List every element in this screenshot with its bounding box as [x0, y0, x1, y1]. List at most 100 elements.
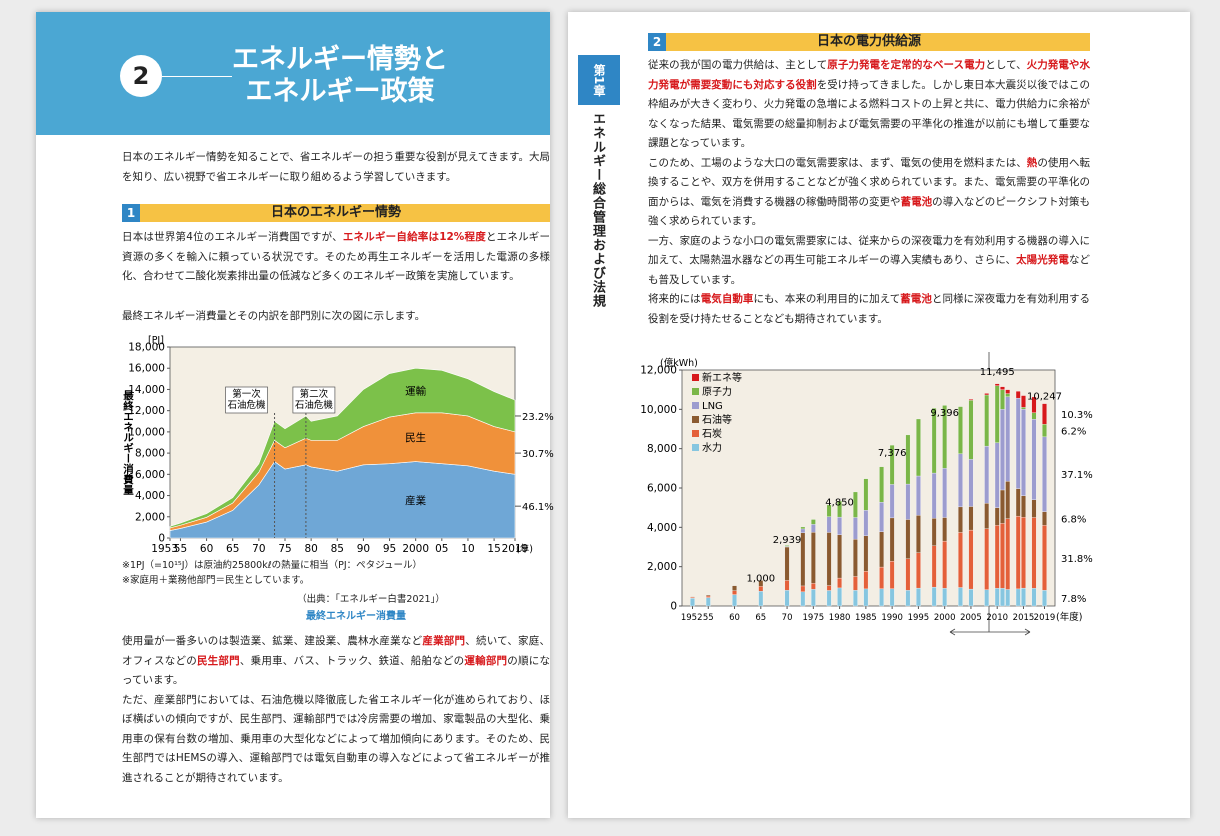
- bar-segment: [853, 491, 858, 518]
- bar-segment: [1042, 436, 1047, 512]
- bar-segment: [784, 546, 790, 581]
- bar-segment: [879, 466, 884, 503]
- x-tick-label: 2000: [402, 543, 429, 555]
- bar-segment: [879, 502, 884, 532]
- bar-segment: [810, 519, 816, 525]
- y-tick-label: 4,000: [135, 490, 165, 502]
- bar-segment: [810, 532, 816, 584]
- share-label: 46.1%: [522, 502, 554, 513]
- bar-segment: [994, 383, 1000, 386]
- section-title: 日本の電力供給源: [816, 34, 921, 49]
- x-tick-label: 2019: [1034, 613, 1056, 623]
- bar-segment: [863, 571, 869, 590]
- bar-segment: [942, 468, 948, 518]
- bar-segment: [916, 515, 921, 553]
- x-tick-label: 05: [435, 543, 448, 555]
- section-bar: 1 日本のエネルギー情勢: [122, 204, 550, 222]
- bar-segment: [826, 532, 832, 586]
- bar-segment: [1005, 396, 1011, 482]
- bar-segment: [968, 588, 974, 607]
- x-tick-label: 65: [755, 613, 766, 623]
- total-label: 2,939: [773, 535, 802, 546]
- bar-segment: [916, 418, 921, 477]
- text-run: 使用量が一番多いのは製造業、鉱業、建設業、農林水産業など: [122, 635, 423, 647]
- range-arrow: [949, 628, 1031, 636]
- y-tick-label: 0: [158, 533, 165, 545]
- unit-label: (億kWh): [660, 357, 698, 369]
- legend-label: 石油等: [702, 413, 732, 426]
- share-label: 30.7%: [522, 449, 554, 460]
- total-label: 4,850: [825, 498, 854, 509]
- annotation-text: 第二次: [300, 388, 329, 400]
- bar-segment: [968, 506, 974, 531]
- y-tick-label: 10,000: [128, 426, 165, 438]
- highlight: エネルギー自給率は12%程度: [342, 231, 486, 243]
- highlight: 運輸部門: [464, 654, 508, 667]
- bar-segment: [994, 385, 1000, 443]
- x-tick-label: 1980: [829, 613, 851, 623]
- text-run: 将来的には: [648, 293, 701, 305]
- bar-segment: [853, 590, 858, 607]
- text-run: とエネルギー資源の多くを輸入に頼っている状況です。そのため再生エネルギーを活用し…: [122, 231, 550, 282]
- bar-segment: [810, 524, 816, 533]
- bar-segment: [758, 591, 764, 607]
- legend-swatch: [692, 402, 699, 409]
- bar-segment: [837, 577, 842, 589]
- y-tick-label: 8,000: [647, 443, 677, 455]
- x-tick-label: 1975: [803, 613, 825, 623]
- text-run: 一方、家庭のような小口の電気需要家には、従来からの深夜電力を有効利用する機器の導…: [648, 234, 1090, 267]
- bar-segment: [931, 472, 937, 519]
- bar-segment: [905, 590, 911, 607]
- x-tick-label: 75: [278, 543, 291, 555]
- x-tick-label: 1985: [855, 613, 877, 623]
- total-label: 9,396: [930, 408, 959, 419]
- x-tick-label: 55: [174, 543, 187, 555]
- bar-segment: [968, 399, 974, 401]
- bar-segment: [837, 500, 842, 518]
- bar-segment: [1015, 397, 1021, 489]
- text-block: 日本は世界第4位のエネルギー消費国ですが、エネルギー自給率は12%程度とエネルギ…: [122, 228, 550, 326]
- bar-segment: [931, 518, 937, 546]
- bar-segment: [1042, 511, 1047, 526]
- bar-segment: [879, 566, 884, 589]
- bar-segment: [1005, 589, 1011, 607]
- section-title: 日本のエネルギー情勢: [270, 205, 401, 220]
- bar-segment: [784, 590, 790, 607]
- share-label: 7.8%: [1061, 594, 1086, 605]
- annotation-text: 第一次: [232, 388, 261, 400]
- legend-label: 原子力: [702, 385, 732, 398]
- y-tick-label: 18,000: [128, 342, 165, 354]
- note: ※1PJ（=10¹⁵J）は原油約25800kℓの熱量に相当（PJ：ペタジュール）: [122, 560, 423, 571]
- bar-segment: [863, 510, 869, 536]
- paragraph: 日本は世界第4位のエネルギー消費国ですが、エネルギー自給率は12%程度とエネルギ…: [122, 228, 550, 287]
- bar-segment: [916, 475, 921, 516]
- text-block: 使用量が一番多いのは製造業、鉱業、建設業、農林水産業など産業部門、続いて、家庭、…: [122, 632, 550, 788]
- paragraph: 一方、家庭のような小口の電気需要家には、従来からの深夜電力を有効利用する機器の導…: [648, 232, 1090, 291]
- legend-label: 新エネ等: [702, 371, 742, 384]
- legend-label: LNG: [702, 401, 723, 412]
- bar-segment: [1000, 389, 1005, 410]
- x-tick-label: 2000: [934, 613, 956, 623]
- bar-segment: [984, 528, 990, 590]
- bar-segment: [942, 405, 948, 469]
- total-label: 11,495: [980, 367, 1015, 378]
- bar-segment: [994, 507, 1000, 526]
- bar-segment: [1000, 489, 1005, 524]
- paragraph: このため、工場のような大口の電気需要家は、まず、電気の使用を燃料または、熱の使用…: [648, 154, 1090, 232]
- y-tick-label: 16,000: [128, 363, 165, 375]
- bar-segment: [1042, 590, 1047, 607]
- share-label: 37.1%: [1061, 470, 1093, 481]
- total-label: 7,376: [878, 448, 907, 459]
- bar-segment: [1000, 523, 1005, 589]
- bar-segment: [690, 597, 695, 607]
- bar-segment: [1005, 393, 1011, 397]
- bar-segment: [1005, 518, 1011, 590]
- bar-segment: [994, 588, 1000, 607]
- x-tick-label: 1990: [881, 613, 903, 623]
- bar-segment: [916, 587, 921, 607]
- bar-segment: [905, 519, 911, 559]
- bar-segment: [863, 535, 869, 572]
- bar-segment: [889, 517, 895, 562]
- bar-segment: [784, 580, 790, 591]
